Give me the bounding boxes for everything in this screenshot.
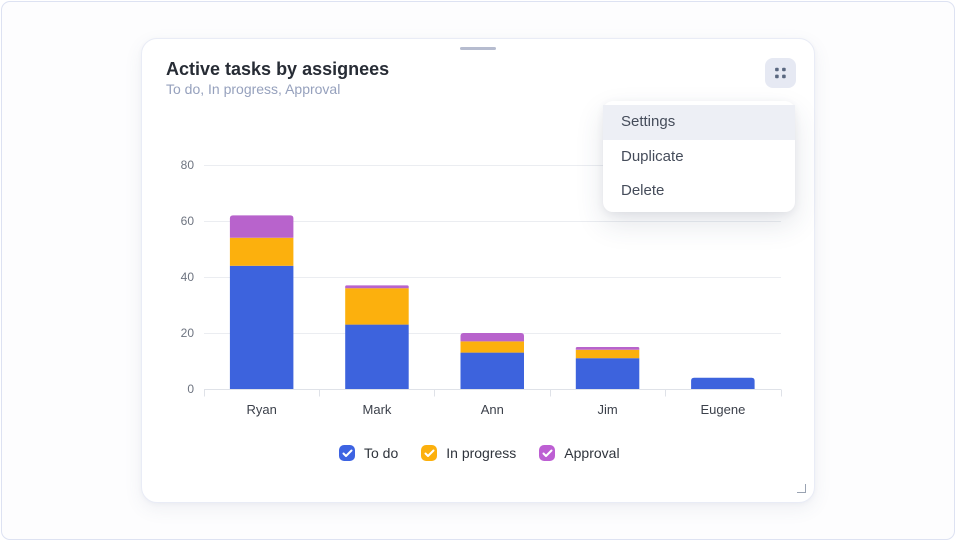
svg-text:Mark: Mark <box>363 402 392 417</box>
svg-text:80: 80 <box>181 158 195 172</box>
svg-text:Eugene: Eugene <box>700 402 745 417</box>
svg-text:40: 40 <box>181 270 195 284</box>
svg-text:20: 20 <box>181 326 195 340</box>
svg-text:Ann: Ann <box>481 402 504 417</box>
svg-text:0: 0 <box>187 382 194 396</box>
svg-text:60: 60 <box>181 214 195 228</box>
svg-text:Jim: Jim <box>597 402 617 417</box>
svg-text:Ryan: Ryan <box>247 402 277 417</box>
